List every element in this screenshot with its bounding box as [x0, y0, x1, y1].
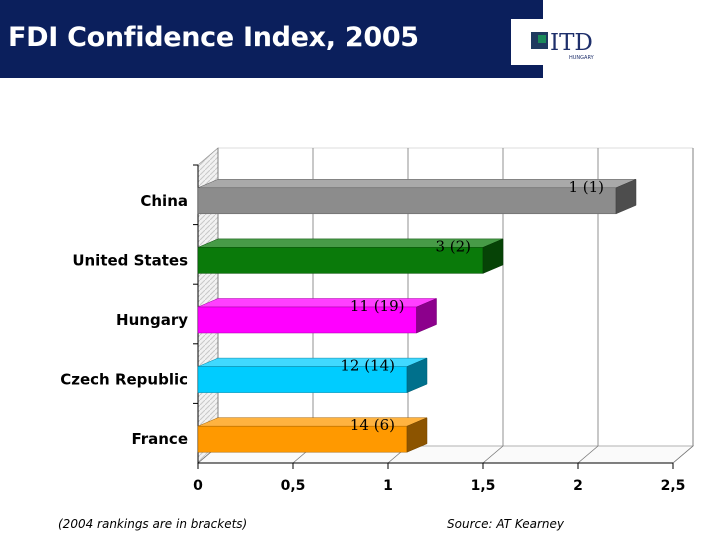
bar-end-face	[615, 178, 637, 215]
bar-front-face	[197, 425, 408, 453]
footnote: (2004 rankings are in brackets)	[58, 517, 248, 531]
bar-front-face	[197, 306, 417, 334]
bar-hungary	[197, 298, 437, 334]
bar-end-face	[482, 238, 504, 274]
itd-logo-graphic: ITD HUNGARY	[531, 30, 595, 61]
x-tick-label: 2,5	[661, 478, 686, 494]
source-note: Source: AT Kearney	[447, 517, 565, 531]
bar-front-face	[197, 366, 408, 393]
floor-gridline	[482, 445, 504, 464]
category-label: China	[140, 192, 188, 210]
logo-text: ITD	[550, 30, 593, 56]
floor-gridline	[672, 445, 694, 464]
bar-china	[197, 178, 637, 215]
category-label: United States	[72, 251, 188, 269]
data-label: 12 (14)	[340, 357, 395, 375]
data-label: 3 (2)	[435, 237, 471, 255]
bar-front-face	[197, 187, 617, 215]
slide-title: FDI Confidence Index, 2005	[8, 22, 419, 53]
x-tick-label: 1,5	[471, 478, 496, 494]
bar-czech-republic	[197, 357, 428, 393]
bar-end-face	[406, 357, 428, 393]
bar-france	[197, 417, 428, 453]
x-tick-label: 0	[193, 478, 203, 494]
itd-hungary-logo: ITD HUNGARY	[511, 19, 621, 65]
data-label: 1 (1)	[568, 178, 604, 196]
category-label: Hungary	[116, 311, 188, 329]
x-tick-label: 2	[573, 478, 583, 494]
data-label: 14 (6)	[350, 416, 395, 434]
x-tick-label: 1	[383, 478, 393, 494]
category-label: France	[131, 430, 188, 448]
floor-gridline	[577, 445, 599, 464]
chart-bars	[197, 178, 637, 453]
category-label: Czech Republic	[60, 371, 188, 389]
header-bar	[0, 0, 543, 78]
x-tick-label: 0,5	[281, 478, 306, 494]
data-label: 11 (19)	[350, 297, 405, 315]
logo-square-green	[538, 35, 546, 43]
bar-end-face	[406, 417, 428, 453]
logo-subtext: HUNGARY	[569, 55, 595, 61]
bar-united-states	[197, 238, 504, 274]
chart-labels: 0 0,5 1 1,5 2 2,5 China 1 (1) United States 3 (2)…	[60, 178, 685, 494]
bar-front-face	[197, 247, 484, 274]
bar-end-face	[416, 298, 437, 334]
